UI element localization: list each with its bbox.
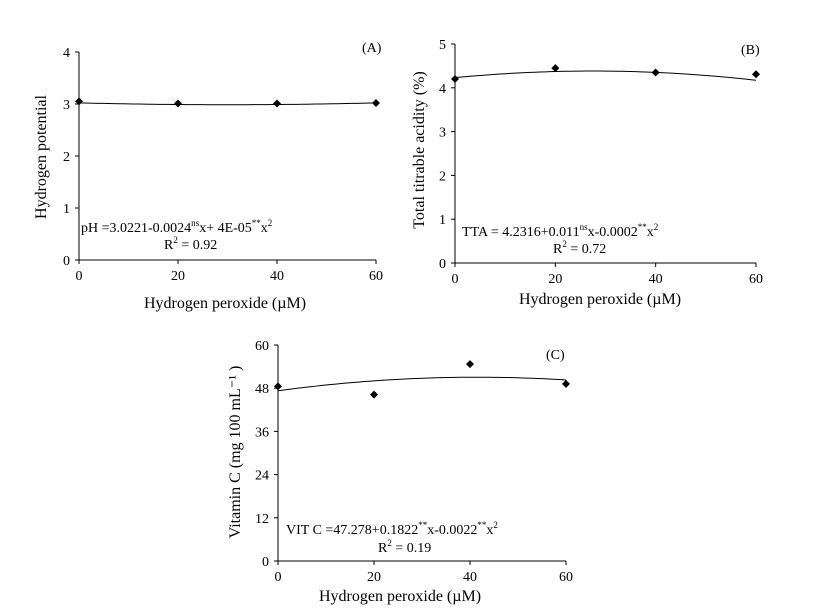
chart-c-x-axis-title: Hydrogen peroxide (µM) bbox=[319, 588, 481, 605]
chart-b-x-tick-label: 60 bbox=[749, 272, 763, 287]
chart-a-equation-superscript: ** bbox=[252, 218, 262, 228]
chart-a-equation-part: x bbox=[261, 221, 268, 236]
chart-c-trend-line bbox=[277, 376, 567, 392]
chart-b-equation-superscript: ns bbox=[580, 222, 589, 232]
chart-a-data-point bbox=[75, 97, 83, 106]
chart-a-x-tick-label: 60 bbox=[369, 269, 383, 284]
chart-c-y-tick-label: 12 bbox=[255, 512, 269, 527]
chart-a-equation-superscript: ns bbox=[191, 218, 200, 228]
chart-a-r-squared: R2 = 0.92 bbox=[164, 235, 217, 253]
chart-b-y-tick-label: 1 bbox=[439, 213, 446, 228]
chart-a-y-tick-label: 4 bbox=[63, 46, 70, 61]
chart-b-x-tick-label: 0 bbox=[452, 272, 459, 287]
chart-c-panel-label: (C) bbox=[546, 348, 565, 363]
chart-c-r-squared-value: = 0.19 bbox=[392, 541, 431, 556]
chart-c-r-squared: R2 = 0.19 bbox=[378, 538, 431, 556]
chart-c-r-squared-part: R bbox=[378, 541, 388, 556]
chart-b-y-tick-label: 4 bbox=[439, 82, 446, 97]
chart-a-x-axis-title: Hydrogen peroxide (µM) bbox=[144, 295, 306, 312]
chart-c-r-squared-superscript: 2 bbox=[387, 538, 392, 548]
chart-b-data-point bbox=[651, 68, 660, 77]
chart-c-panel: 0 12 24 36 48 60 0 20 40 60 (C) Hydrogen peroxide (… bbox=[227, 339, 573, 605]
chart-b-y-tick-label: 5 bbox=[439, 38, 446, 53]
chart-b-equation-part: TTA = 4.2316+0.011 bbox=[462, 225, 580, 240]
chart-b-equation-part: x-0.0002 bbox=[588, 225, 638, 240]
chart-b-equation: TTA = 4.2316+0.011nsx-0.0002**x2 bbox=[462, 222, 658, 240]
chart-a-r-squared-part: R bbox=[164, 238, 174, 253]
chart-b-panel: 0 1 2 3 4 5 0 20 40 60 (B) Hydrogen peroxide (µM) To… bbox=[411, 38, 763, 308]
chart-c-x-tick-label: 20 bbox=[367, 570, 381, 585]
chart-c-equation: VIT C =47.278+0.1822**x-0.0022**x2 bbox=[286, 520, 498, 538]
chart-b-panel-label: (B) bbox=[741, 43, 760, 58]
chart-a-equation-superscript: 2 bbox=[268, 218, 273, 228]
chart-c-equation-part: x bbox=[486, 523, 493, 538]
chart-c-equation-part: x-0.0022 bbox=[427, 523, 477, 538]
chart-b-x-tick-label: 20 bbox=[548, 272, 562, 287]
chart-b-equation-superscript: ** bbox=[638, 222, 648, 232]
chart-c-x-tick-label: 0 bbox=[275, 570, 282, 585]
chart-a-y-tick-label: 1 bbox=[63, 202, 70, 217]
chart-a-y-axis-title: Hydrogen potential bbox=[33, 94, 50, 219]
chart-c-equation-part: VIT C =47.278+0.1822 bbox=[286, 523, 418, 538]
chart-a-y-tick-label: 2 bbox=[63, 150, 70, 165]
chart-a-x-tick-label: 20 bbox=[171, 269, 185, 284]
chart-b-data-point bbox=[551, 64, 560, 73]
chart-a-r-squared-value: = 0.92 bbox=[178, 238, 217, 253]
chart-b-equation-part: x bbox=[647, 225, 654, 240]
chart-a-data-point bbox=[273, 99, 281, 108]
chart-a-data-point bbox=[174, 99, 182, 108]
chart-c-data-point bbox=[274, 382, 282, 391]
chart-b-r-squared-value: = 0.72 bbox=[567, 242, 606, 257]
chart-c-y-axis-title: Vitamin C (mg 100 mL⁻¹ ) bbox=[227, 366, 244, 539]
chart-a-trend-line bbox=[78, 102, 377, 106]
chart-c-x-tick-label: 40 bbox=[463, 570, 477, 585]
chart-c-data-point bbox=[370, 390, 378, 399]
chart-a-panel-label: (A) bbox=[362, 41, 382, 56]
chart-b-x-tick-label: 40 bbox=[649, 272, 663, 287]
chart-c-equation-superscript: 2 bbox=[493, 520, 498, 530]
chart-b-equation-superscript: 2 bbox=[654, 222, 659, 232]
chart-b-y-axis-title: Total titrable acidity (%) bbox=[411, 71, 428, 228]
chart-b-y-tick-label: 0 bbox=[439, 257, 446, 272]
chart-a-y-tick-label: 0 bbox=[63, 254, 70, 269]
chart-b-trend-line bbox=[454, 70, 757, 81]
chart-a-equation: pH =3.0221-0.0024nsx+ 4E-05**x2 bbox=[81, 218, 272, 236]
chart-c-y-tick-label: 24 bbox=[255, 469, 269, 484]
chart-b-y-tick-label: 2 bbox=[439, 169, 446, 184]
chart-c-equation-superscript: ** bbox=[477, 520, 487, 530]
chart-a-equation-part: x+ 4E-05 bbox=[199, 221, 252, 236]
chart-a-equation-part: pH =3.0221-0.0024 bbox=[81, 221, 191, 236]
chart-c-data-point bbox=[466, 360, 474, 369]
chart-c-y-tick-label: 36 bbox=[255, 425, 269, 440]
chart-b-r-squared-part: R bbox=[553, 242, 563, 257]
chart-c-data-point bbox=[562, 379, 570, 388]
chart-a-y-tick-label: 3 bbox=[63, 98, 70, 113]
chart-b-y-tick-label: 3 bbox=[439, 126, 446, 141]
chart-a-x-tick-label: 0 bbox=[76, 269, 83, 284]
chart-b-r-squared-superscript: 2 bbox=[562, 239, 567, 249]
chart-c-y-tick-label: 60 bbox=[255, 339, 269, 354]
chart-c-x-tick-label: 60 bbox=[559, 570, 573, 585]
chart-b-data-point bbox=[451, 75, 459, 84]
chart-c-equation-superscript: ** bbox=[418, 520, 428, 530]
chart-b-r-squared: R2 = 0.72 bbox=[553, 239, 606, 257]
chart-a-r-squared-superscript: 2 bbox=[173, 235, 178, 245]
chart-a-data-point bbox=[372, 98, 380, 107]
chart-a-x-tick-label: 40 bbox=[270, 269, 284, 284]
chart-c-y-tick-label: 0 bbox=[262, 555, 269, 570]
chart-b-data-point bbox=[752, 70, 760, 79]
chart-c-y-tick-label: 48 bbox=[255, 382, 269, 397]
chart-b-x-axis-title: Hydrogen peroxide (µM) bbox=[519, 291, 681, 308]
